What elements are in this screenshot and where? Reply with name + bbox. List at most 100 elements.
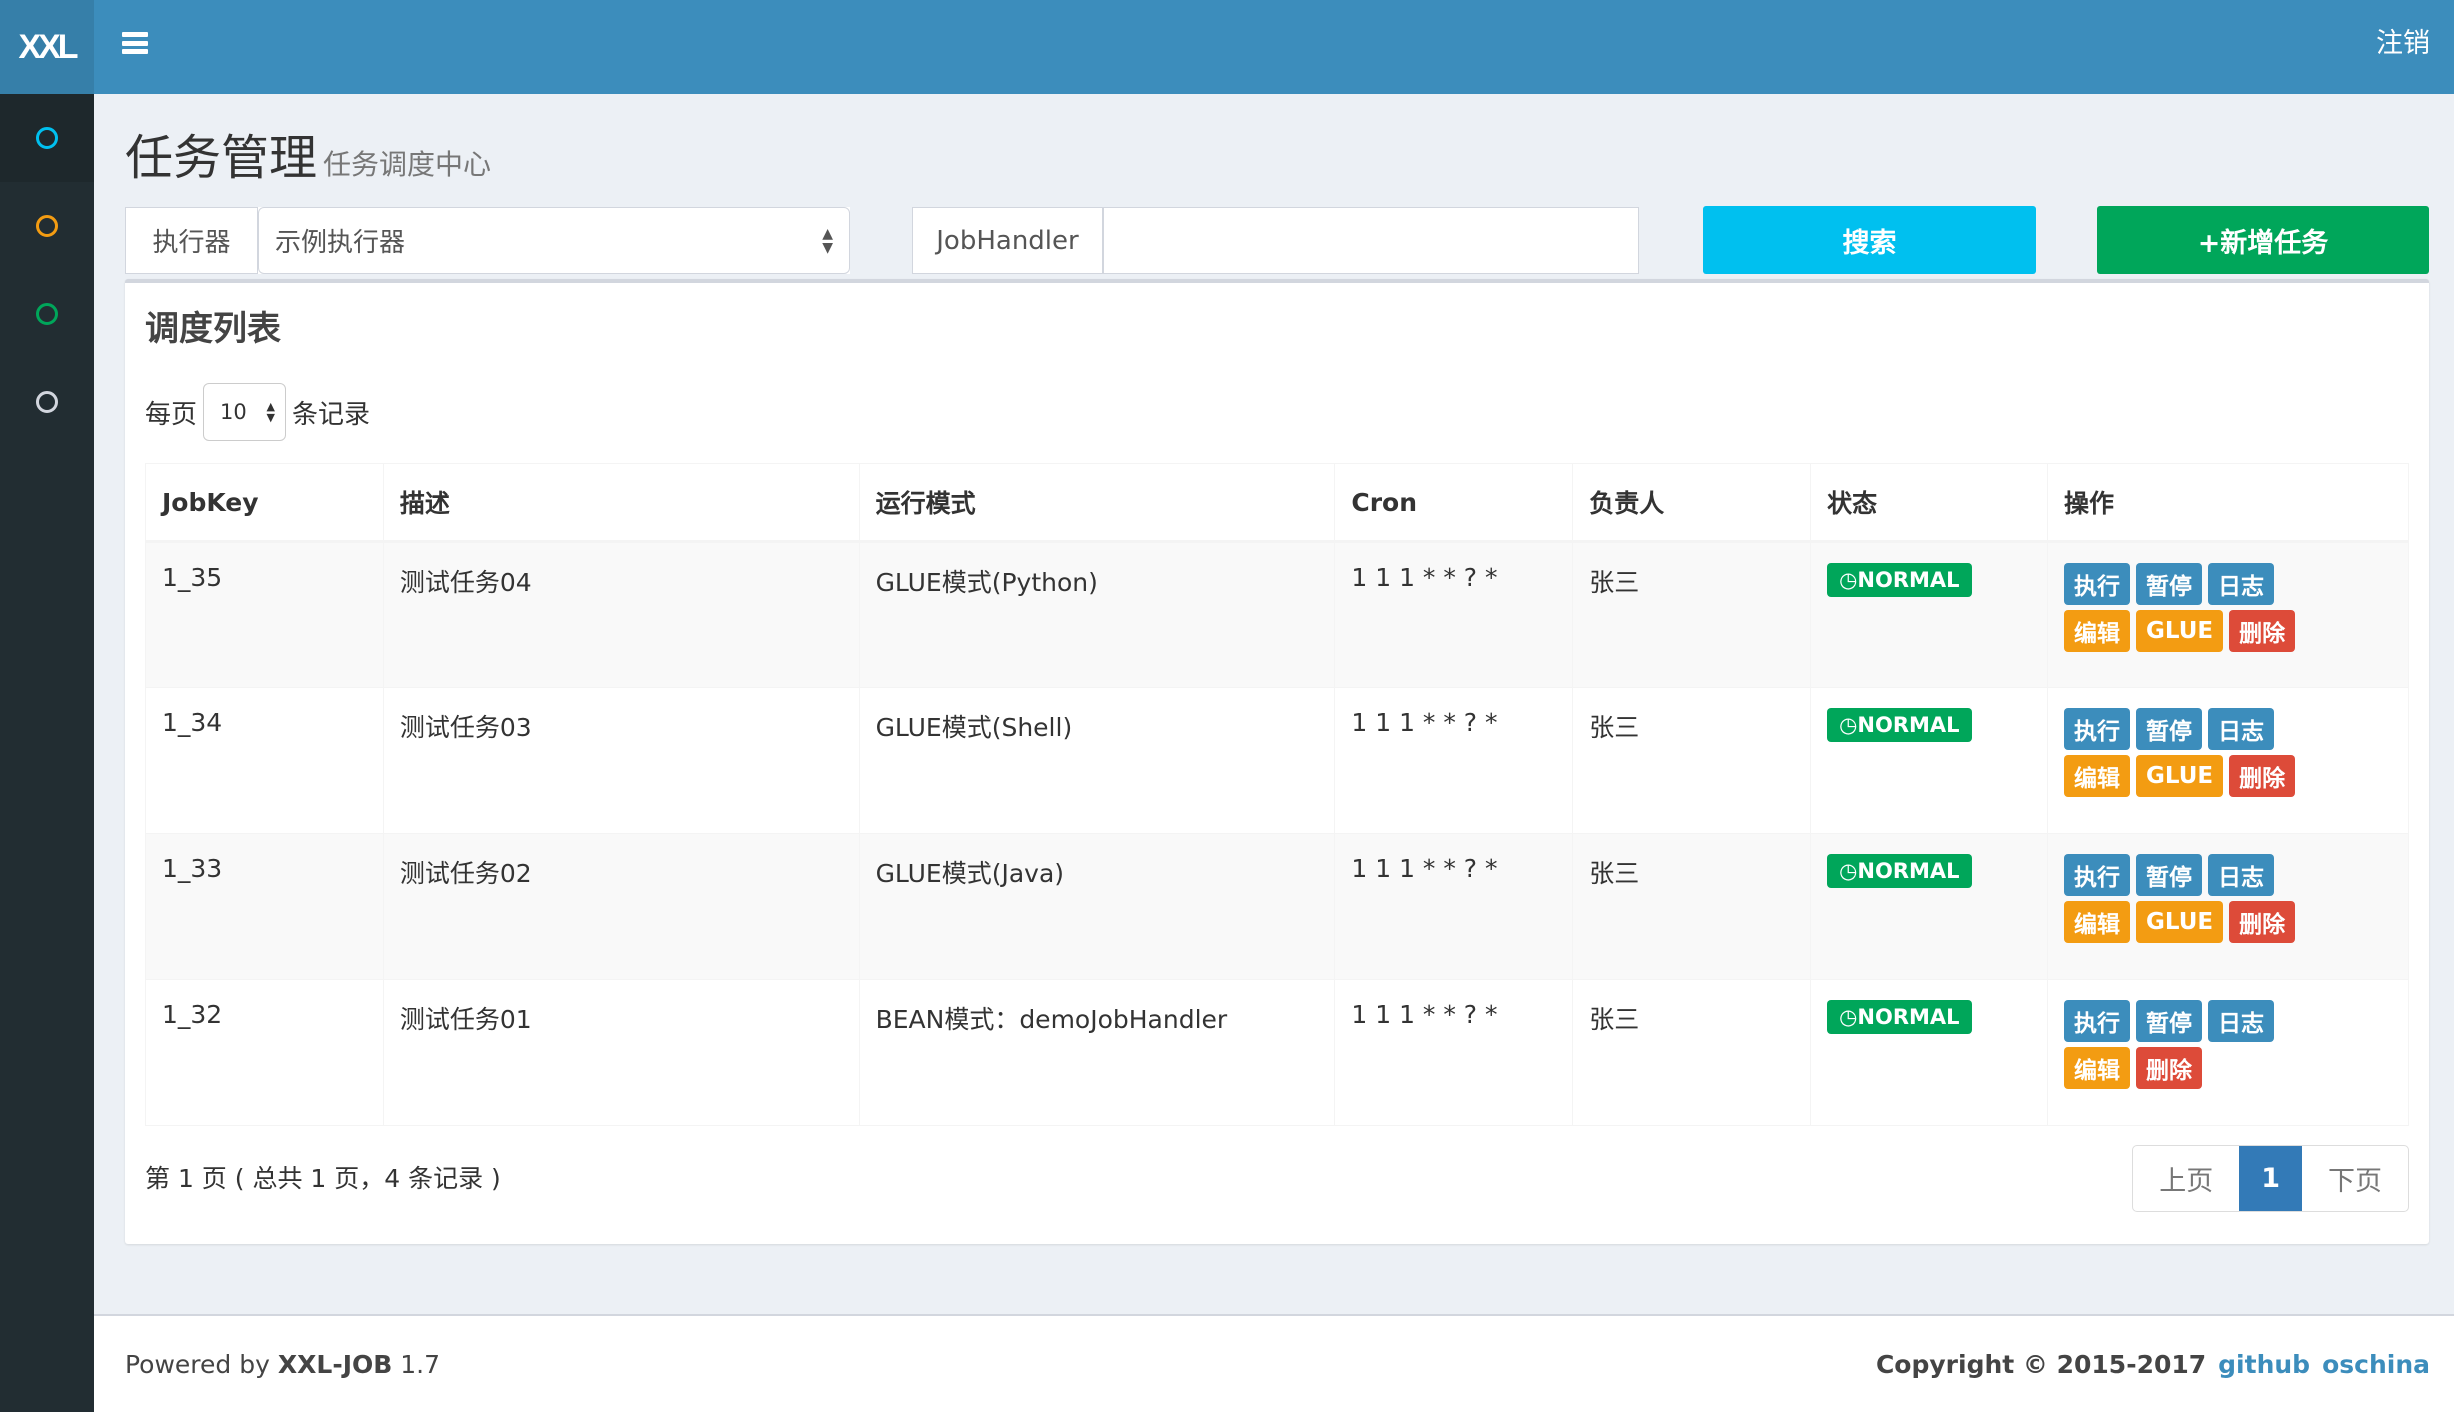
run-button[interactable]: 执行	[2064, 708, 2131, 750]
status-badge: ◷NORMAL	[1827, 1000, 1972, 1034]
job-mode: GLUE模式(Java)	[858, 833, 1336, 980]
job-key: 1_33	[145, 833, 384, 980]
add-job-button[interactable]: +新增任务	[2097, 206, 2429, 274]
executor-select[interactable]: 示例执行器 ▲ ▼	[258, 207, 850, 274]
run-button[interactable]: 执行	[2064, 563, 2131, 605]
search-button[interactable]: 搜索	[1703, 206, 2036, 274]
executor-filter: 执行器 示例执行器 ▲ ▼	[125, 207, 850, 274]
log-button[interactable]: 日志	[2208, 1000, 2275, 1042]
status-badge: ◷NORMAL	[1827, 708, 1972, 742]
job-key: 1_35	[145, 541, 384, 688]
job-mode: BEAN模式：demoJobHandler	[858, 979, 1336, 1126]
action-buttons: 执行 暂停 日志编辑 GLUE 删除	[2064, 854, 2304, 943]
sidebar-item-1[interactable]	[0, 94, 94, 182]
jobhandler-input[interactable]	[1103, 207, 1639, 274]
log-button[interactable]: 日志	[2208, 708, 2275, 750]
page-size-select[interactable]: 10 ▲ ▼	[203, 383, 287, 441]
job-desc: 测试任务03	[382, 687, 860, 834]
sidebar-item-4[interactable]	[0, 358, 94, 446]
job-desc: 测试任务02	[382, 833, 860, 980]
column-header: 运行模式	[858, 463, 1336, 543]
log-button[interactable]: 日志	[2208, 563, 2275, 605]
status-badge: ◷NORMAL	[1827, 563, 1972, 597]
job-table: JobKey 描述 运行模式 Cron 负责人 状态 操作 1_35 测试任务04 GLUE…	[145, 463, 2409, 1126]
copyright: Copyright © 2015-2017 github oschina	[1875, 1349, 2430, 1379]
clock-icon: ◷	[1839, 859, 1858, 883]
delete-button[interactable]: 删除	[2229, 755, 2296, 797]
select-arrows-icon: ▲ ▼	[266, 400, 276, 424]
page-title: 任务管理 任务调度中心	[125, 130, 492, 186]
circle-icon	[36, 215, 58, 237]
sidebar-item-2[interactable]	[0, 182, 94, 270]
logout-link[interactable]: 注销	[2376, 28, 2430, 59]
job-cron: 1 1 1 * * ? *	[1334, 833, 1574, 980]
glue-button[interactable]: GLUE	[2136, 901, 2224, 943]
page-1-button[interactable]: 1	[2239, 1146, 2302, 1211]
page-size-control: 每页 10 ▲ ▼ 条记录	[145, 383, 370, 441]
logo[interactable]: XXL	[0, 0, 94, 94]
job-cron: 1 1 1 * * ? *	[1334, 687, 1574, 834]
job-owner: 张三	[1572, 979, 1812, 1126]
job-owner: 张三	[1572, 541, 1812, 688]
edit-button[interactable]: 编辑	[2064, 755, 2131, 797]
column-header: Cron	[1334, 463, 1574, 543]
top-header: XXL 注销	[0, 0, 2454, 94]
run-button[interactable]: 执行	[2064, 854, 2131, 896]
select-arrows-icon: ▲ ▼	[822, 225, 833, 256]
pause-button[interactable]: 暂停	[2136, 854, 2203, 896]
pause-button[interactable]: 暂停	[2136, 563, 2203, 605]
column-header: 操作	[2047, 463, 2409, 543]
menu-toggle-icon[interactable]	[122, 32, 148, 54]
powered-by: Powered by XXL-JOB 1.7	[125, 1349, 441, 1379]
job-cron: 1 1 1 * * ? *	[1334, 979, 1574, 1126]
edit-button[interactable]: 编辑	[2064, 610, 2131, 652]
clock-icon: ◷	[1839, 568, 1858, 592]
job-owner: 张三	[1572, 833, 1812, 980]
circle-icon	[36, 303, 58, 325]
pagination-info: 第 1 页 ( 总共 1 页，4 条记录 )	[145, 1164, 501, 1193]
next-page-button[interactable]: 下页	[2328, 1166, 2382, 1197]
delete-button[interactable]: 删除	[2136, 1047, 2203, 1089]
circle-icon	[36, 127, 58, 149]
circle-icon	[36, 391, 58, 413]
pause-button[interactable]: 暂停	[2136, 708, 2203, 750]
github-link[interactable]: github	[2218, 1349, 2311, 1379]
run-button[interactable]: 执行	[2064, 1000, 2131, 1042]
job-list-box: 调度列表 每页 10 ▲ ▼ 条记录 JobKey 描述 运行模式 Cron 负责人 状态 操作…	[125, 279, 2429, 1244]
job-desc: 测试任务04	[382, 541, 860, 688]
sidebar-item-3[interactable]	[0, 270, 94, 358]
log-button[interactable]: 日志	[2208, 854, 2275, 896]
clock-icon: ◷	[1839, 1005, 1858, 1029]
prev-page-button[interactable]: 上页	[2159, 1166, 2214, 1197]
table-row: 1_34 测试任务03 GLUE模式(Shell) 1 1 1 * * ? * …	[145, 687, 2409, 834]
footer: Powered by XXL-JOB 1.7 Copyright © 2015-…	[94, 1314, 2454, 1412]
glue-button[interactable]: GLUE	[2136, 610, 2224, 652]
delete-button[interactable]: 删除	[2229, 901, 2296, 943]
edit-button[interactable]: 编辑	[2064, 1047, 2131, 1089]
column-header: 负责人	[1572, 463, 1812, 543]
delete-button[interactable]: 删除	[2229, 610, 2296, 652]
box-title: 调度列表	[145, 309, 281, 349]
oschina-link[interactable]: oschina	[2322, 1349, 2430, 1379]
action-buttons: 执行 暂停 日志编辑 删除	[2064, 1000, 2304, 1089]
page-subtitle: 任务调度中心	[323, 148, 492, 181]
clock-icon: ◷	[1839, 713, 1858, 737]
executor-label: 执行器	[125, 207, 258, 274]
job-key: 1_34	[145, 687, 384, 834]
edit-button[interactable]: 编辑	[2064, 901, 2131, 943]
table-row: 1_33 测试任务02 GLUE模式(Java) 1 1 1 * * ? * 张…	[145, 833, 2409, 980]
job-mode: GLUE模式(Shell)	[858, 687, 1336, 834]
status-badge: ◷NORMAL	[1827, 854, 1972, 888]
pagination: 上页 1 下页	[2132, 1145, 2409, 1212]
job-owner: 张三	[1572, 687, 1812, 834]
sidebar	[0, 94, 94, 1412]
job-key: 1_32	[145, 979, 384, 1126]
jobhandler-label: JobHandler	[912, 207, 1103, 274]
column-header: 状态	[1810, 463, 2049, 543]
pause-button[interactable]: 暂停	[2136, 1000, 2203, 1042]
job-desc: 测试任务01	[382, 979, 860, 1126]
action-buttons: 执行 暂停 日志编辑 GLUE 删除	[2064, 563, 2304, 652]
column-header: JobKey	[145, 463, 384, 543]
jobhandler-filter: JobHandler	[912, 207, 1639, 274]
glue-button[interactable]: GLUE	[2136, 755, 2224, 797]
